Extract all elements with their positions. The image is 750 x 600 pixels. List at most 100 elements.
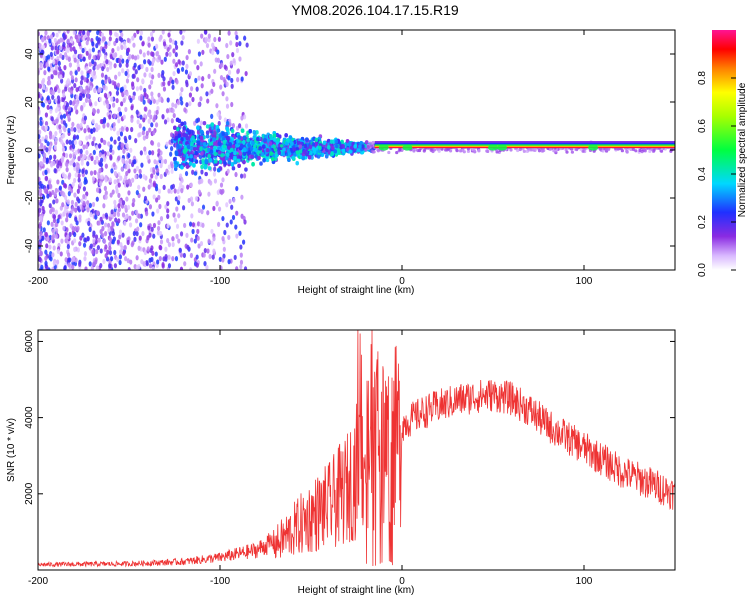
heatmap-cell: [138, 235, 142, 241]
heatmap-cell: [148, 204, 153, 210]
heatmap-cell: [55, 198, 59, 204]
heatmap-cell: [422, 149, 426, 153]
heatmap-cell: [94, 101, 98, 107]
heatmap-cell: [225, 42, 229, 49]
heatmap-cell: [68, 257, 72, 263]
heatmap-cell: [54, 222, 58, 228]
heatmap-cell: [90, 71, 94, 77]
heatmap-cell: [150, 66, 154, 73]
heatmap-cell: [370, 144, 374, 148]
heatmap-cell: [175, 206, 179, 212]
heatmap-cell: [152, 130, 156, 136]
heatmap-cell: [189, 182, 193, 188]
heatmap-cell: [86, 31, 90, 37]
heatmap-cell: [200, 169, 204, 175]
heatmap-cell: [579, 147, 583, 151]
heatmap-cell: [268, 134, 273, 139]
heatmap-cell: [93, 159, 97, 165]
heatmap-cell: [199, 240, 204, 247]
heatmap-cell: [190, 141, 194, 146]
spectrogram-xlabel: Height of straight line (km): [298, 285, 415, 296]
heatmap-cell: [47, 146, 52, 152]
heatmap-cell: [244, 123, 249, 129]
heatmap-cell: [213, 141, 217, 146]
heatmap-cell: [221, 236, 225, 242]
heatmap-cell: [150, 51, 154, 57]
heatmap-cell: [225, 126, 229, 131]
heatmap-cell: [181, 34, 185, 41]
heatmap-cell: [57, 88, 61, 94]
heatmap-cell: [272, 144, 277, 149]
heatmap-cell: [148, 150, 152, 156]
spectrogram-ytick-label: 40: [24, 48, 35, 60]
heatmap-cell: [166, 237, 170, 244]
heatmap-cell: [213, 166, 217, 172]
heatmap-cell: [117, 136, 121, 142]
heatmap-cell: [112, 102, 116, 108]
heatmap-cell: [199, 96, 203, 102]
heatmap-cell: [67, 56, 71, 63]
heatmap-cell: [92, 149, 96, 155]
heatmap-cell: [185, 54, 189, 61]
heatmap-cell: [180, 177, 184, 184]
heatmap-cell: [115, 97, 119, 104]
heatmap-cell: [178, 247, 182, 253]
heatmap-cell: [183, 222, 187, 229]
heatmap-cell: [52, 214, 57, 220]
heatmap-cell: [217, 221, 221, 227]
heatmap-cell: [196, 65, 200, 71]
heatmap-cell: [192, 163, 196, 168]
heatmap-cell: [41, 102, 46, 108]
colorbar-tick-label: 0.4: [697, 167, 708, 181]
heatmap-cell: [293, 152, 297, 157]
heatmap-cell: [58, 185, 63, 191]
heatmap-cell: [152, 233, 156, 239]
heatmap-cell: [107, 76, 111, 82]
heatmap-cell: [53, 154, 57, 160]
heatmap-cell: [63, 183, 68, 189]
heatmap-cell: [175, 223, 180, 229]
heatmap-cell: [125, 143, 129, 149]
heatmap-cell: [53, 144, 58, 151]
heatmap-cell: [60, 157, 64, 164]
heatmap-cell: [86, 207, 90, 213]
heatmap-cell: [209, 145, 214, 151]
heatmap-cell: [113, 211, 117, 218]
heatmap-cell: [102, 84, 106, 91]
heatmap-cell: [124, 70, 128, 77]
carrier-blob: [588, 144, 599, 151]
heatmap-cell: [77, 173, 81, 179]
heatmap-cell: [54, 86, 58, 92]
heatmap-cell: [367, 145, 371, 149]
heatmap-cell: [117, 155, 121, 161]
heatmap-cell: [83, 256, 87, 262]
heatmap-cell: [125, 179, 129, 185]
heatmap-cell: [220, 62, 224, 68]
heatmap-cell: [171, 79, 175, 85]
heatmap-cell: [189, 154, 193, 159]
heatmap-cell: [157, 72, 161, 78]
carrier-blob: [488, 144, 498, 151]
heatmap-cell: [149, 79, 154, 85]
heatmap-cell: [150, 256, 154, 263]
heatmap-cell: [140, 259, 144, 265]
heatmap-cell: [87, 220, 91, 227]
heatmap-cell: [59, 251, 63, 257]
heatmap-cell: [258, 146, 262, 151]
heatmap-cell: [135, 231, 139, 237]
heatmap-cell: [181, 156, 186, 162]
heatmap-cell: [76, 196, 80, 202]
heatmap-cell: [229, 147, 234, 153]
heatmap-cell: [156, 208, 160, 214]
heatmap-cell: [218, 114, 222, 121]
heatmap-cell: [125, 126, 129, 132]
heatmap-cell: [234, 171, 238, 178]
heatmap-cell: [277, 146, 282, 152]
heatmap-cell: [76, 58, 80, 65]
heatmap-cell: [174, 135, 179, 141]
heatmap-cell: [97, 220, 101, 226]
heatmap-cell: [99, 157, 104, 163]
heatmap-cell: [71, 100, 76, 106]
heatmap-cell: [71, 144, 76, 150]
